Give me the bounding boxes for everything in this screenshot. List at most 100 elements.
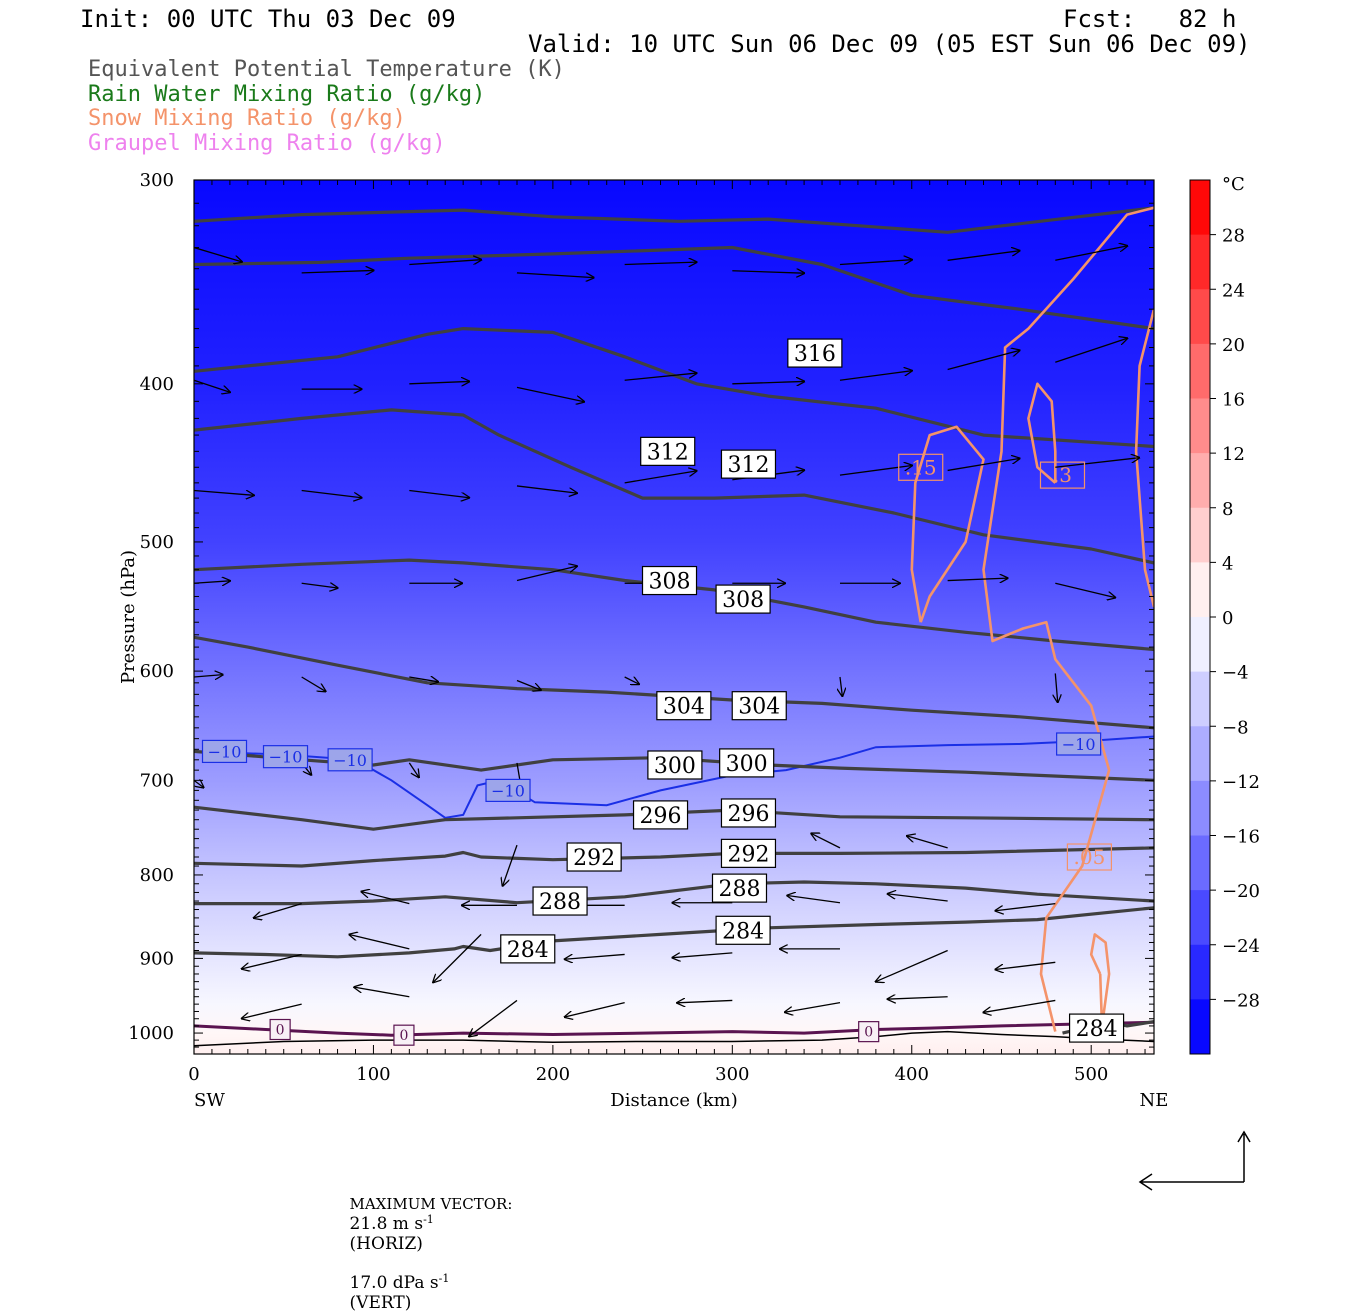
isotherm-zero-label: 0	[864, 1025, 873, 1041]
colorbar-cell	[1190, 343, 1210, 399]
isotherm-label: −10	[333, 751, 367, 770]
y-tick-label: 400	[140, 374, 174, 395]
legend-theta-e: Equivalent Potential Temperature (K)	[88, 57, 565, 82]
theta-e-label-box	[641, 565, 698, 596]
isotherm-zero-label: 0	[276, 1023, 285, 1039]
colorbar-cell	[1190, 453, 1210, 509]
colorbar-tick-label: −4	[1222, 663, 1249, 684]
colorbar-cell	[1190, 234, 1210, 290]
wind-vector	[947, 350, 1020, 371]
surface-line	[194, 1030, 1154, 1047]
theta-e-label: 284	[722, 919, 764, 944]
legend-snow: Snow Mixing Ratio (g/kg)	[88, 106, 406, 131]
x-tick-label: 400	[895, 1064, 929, 1085]
colorbar-tick-label: −8	[1222, 717, 1249, 738]
plot-frame	[193, 179, 1155, 1055]
colorbar-tick-label: 16	[1222, 390, 1245, 411]
theta-e-label: 304	[663, 695, 705, 720]
wind-vector	[408, 762, 419, 777]
colorbar-tick-label: −16	[1222, 827, 1260, 848]
wind-vector	[565, 953, 625, 959]
wind-vector	[995, 961, 1056, 969]
x-tick-label: 500	[1074, 1064, 1108, 1085]
theta-e-label-box	[640, 436, 696, 466]
y-tick-label: 800	[140, 865, 174, 886]
wind-vector	[995, 902, 1056, 911]
theta-e-contour	[194, 635, 1154, 730]
wind-vector	[1055, 338, 1127, 363]
theta-e-label: 316	[794, 342, 836, 367]
max-vector-prefix: MAXIMUM VECTOR:	[349, 1195, 513, 1213]
wind-vector	[888, 894, 948, 902]
colorbar-tick-label: 28	[1222, 226, 1245, 247]
wind-vector	[516, 485, 577, 493]
colorbar-cell	[1190, 999, 1210, 1055]
legend-rain: Rain Water Mixing Ratio (g/kg)	[88, 82, 486, 107]
wind-vector	[1055, 458, 1139, 468]
wind-vector	[947, 578, 1008, 580]
y-tick-label: 600	[140, 661, 174, 682]
theta-e-contour	[194, 206, 1154, 234]
theta-e-contour	[194, 327, 1154, 449]
isotherm-label: −10	[491, 781, 525, 800]
wind-vector	[624, 676, 639, 684]
reference-horizontal-vector	[1138, 1173, 1244, 1191]
isotherm-zero-label: 0	[399, 1028, 408, 1044]
theta-e-label: 284	[1076, 1017, 1118, 1042]
wind-vector	[947, 251, 1020, 261]
temperature-fill	[194, 180, 1154, 1054]
wind-vector	[516, 679, 541, 691]
theta-e-label-box	[720, 838, 777, 868]
theta-e-label-box	[731, 691, 787, 721]
wind-vector	[194, 489, 254, 496]
wind-vector	[242, 953, 302, 968]
theta-e-label-box	[632, 800, 689, 830]
colorbar-tick-label: −12	[1222, 772, 1260, 793]
wind-vector	[732, 271, 804, 273]
colorbar-tick-label: 4	[1222, 553, 1233, 574]
snow-contour	[1134, 308, 1154, 608]
theta-e-label: 300	[726, 752, 768, 777]
y-tick-label: 700	[140, 770, 174, 791]
theta-e-label: 308	[722, 588, 764, 613]
wind-vector	[1055, 582, 1115, 597]
theta-e-label: 292	[727, 842, 769, 867]
plot-area	[194, 206, 1154, 1047]
wind-vector	[301, 270, 374, 272]
wind-vector	[194, 581, 230, 583]
wind-vector	[409, 381, 469, 383]
isotherm-label: −10	[1062, 735, 1096, 754]
isotherm-label-box	[327, 748, 373, 772]
snow-label-box	[1039, 461, 1086, 489]
theta-e-label-box	[500, 934, 556, 964]
snow-contour	[1027, 382, 1057, 484]
theta-e-label: 296	[640, 804, 682, 829]
snow-label: .15	[905, 455, 937, 479]
theta-e-contour	[194, 846, 1154, 868]
snow-label: .3	[1053, 463, 1072, 487]
theta-e-label: 304	[738, 695, 780, 720]
wind-vector	[1055, 673, 1057, 702]
wind-vector	[811, 833, 841, 849]
reference-vertical-vector	[1237, 1130, 1251, 1182]
snow-contour	[982, 206, 1154, 1032]
theta-e-label: 284	[507, 938, 549, 963]
theta-e-label: 312	[647, 440, 689, 465]
theta-e-label: 292	[573, 846, 615, 871]
snow-contour	[910, 425, 985, 623]
colorbar-cell	[1190, 617, 1210, 673]
theta-e-label-box	[1068, 1013, 1125, 1043]
colorbar-tick-label: 24	[1222, 280, 1245, 301]
wind-vector	[565, 1002, 625, 1017]
theta-e-label: 288	[718, 877, 760, 902]
wind-vector	[361, 892, 410, 905]
theta-e-label-box	[720, 798, 777, 828]
theta-e-label-box	[711, 873, 768, 903]
max-vector-vert-unit: (VERT)	[349, 1293, 412, 1313]
theta-e-label-box	[719, 748, 775, 778]
wind-vector	[349, 934, 410, 950]
theta-e-label: 296	[727, 802, 769, 827]
colorbar-cell	[1190, 780, 1210, 836]
wind-vector	[354, 987, 410, 998]
snow-label: .05	[1073, 845, 1105, 869]
